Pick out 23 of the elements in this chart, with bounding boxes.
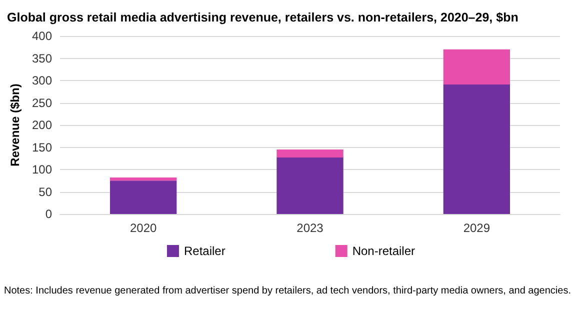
bar <box>110 180 177 214</box>
text: Notes: Includes revenue generated from advertiser spend by retailers, ad tech vendors, third-party media owners, and agencies. <box>4 286 571 296</box>
y-tick-label: 150 <box>32 140 52 154</box>
y-tick-label: 50 <box>38 184 52 199</box>
y-tick-label: 0 <box>45 207 52 221</box>
legend-label: Retailer <box>184 244 226 258</box>
bar <box>276 157 344 214</box>
y-tick-label: 350 <box>32 51 52 66</box>
x-tick-label: 2020 <box>130 221 158 235</box>
bar <box>276 149 344 158</box>
bar <box>443 84 510 214</box>
bar <box>110 178 177 181</box>
bar <box>443 49 510 85</box>
y-tick-label: 250 <box>32 96 52 110</box>
chart-title: Global gross retail media advertising revenue, retailers vs. non-retailers, 2020–29, $bn <box>7 10 518 24</box>
y-tick-label: 400 <box>32 29 52 43</box>
y-axis-title: Revenue ($bn) <box>8 84 22 166</box>
y-tick-label: 300 <box>32 74 52 88</box>
x-tick-label: 2029 <box>463 221 490 235</box>
x-tick-label: 2023 <box>296 221 324 235</box>
y-tick-label: 100 <box>32 162 52 176</box>
legend-label: Non-retailer <box>352 244 416 258</box>
y-tick-label: 200 <box>32 118 52 132</box>
